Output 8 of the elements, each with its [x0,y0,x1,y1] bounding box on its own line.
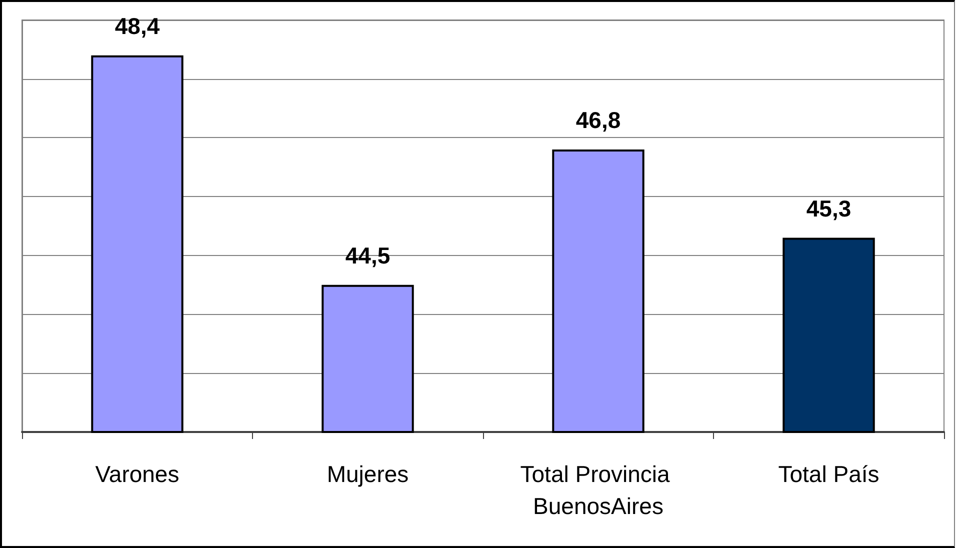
data-label: 45,3 [806,195,852,222]
x-tick-label: Mujeres [326,461,409,487]
data-label: 44,5 [345,242,390,268]
x-tick-label: Total País [778,461,880,487]
data-label: 46,8 [576,106,621,133]
x-tick-label: Total Provincia BuenosAires [520,461,676,519]
x-tick-label: Varones [95,461,180,487]
data-label: 48,4 [114,12,160,39]
